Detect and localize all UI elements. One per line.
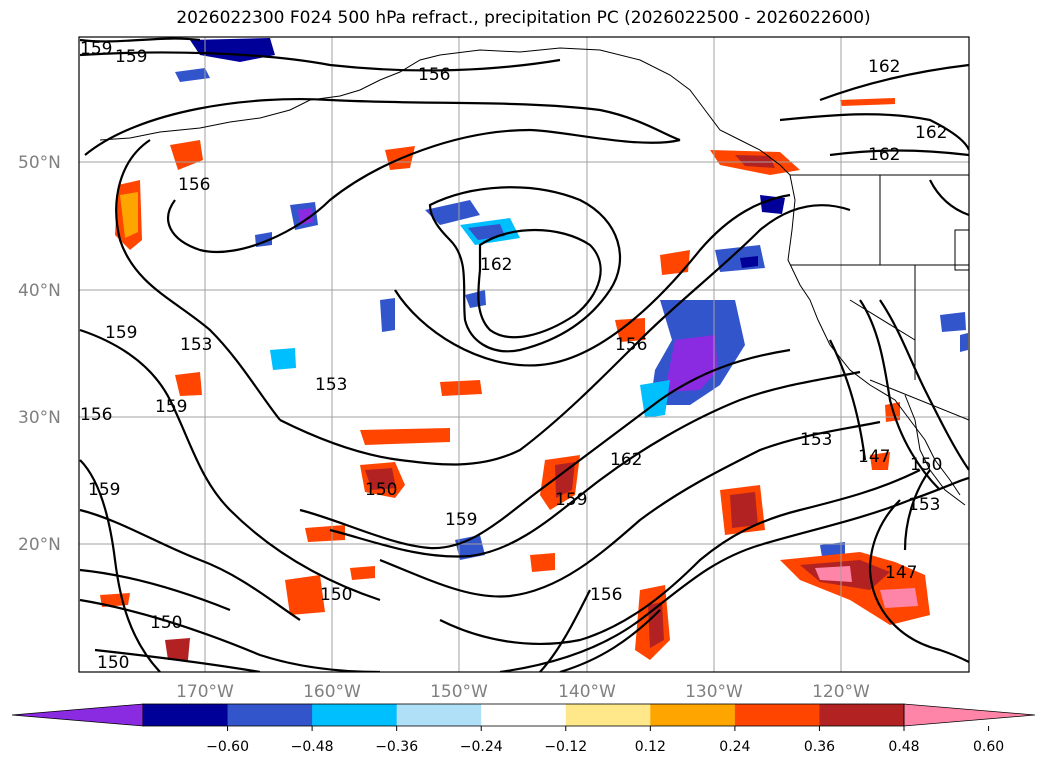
colorbar-segment: [650, 704, 736, 726]
contour-label: 159: [155, 397, 187, 417]
lat-label: 40°N: [18, 281, 61, 301]
contour-label: 159: [445, 510, 477, 530]
contour-label: 159: [80, 39, 112, 59]
colorbar-segment: [143, 704, 229, 726]
colorbar-left-arrow: [11, 703, 144, 727]
colorbar-tick-label: −0.24: [460, 739, 503, 755]
latitude-labels: 50°N 40°N 30°N 20°N: [18, 153, 61, 555]
colorbar-tick-label: −0.12: [544, 739, 587, 755]
contour-label: 150: [320, 585, 352, 605]
lat-label: 20°N: [18, 535, 61, 555]
contour-label: 162: [610, 450, 642, 470]
contour-label: 156: [418, 65, 450, 85]
colorbar-tick-label: 0.48: [888, 739, 919, 755]
map-title: 2026022300 F024 500 hPa refract., precip…: [176, 8, 871, 28]
colorbar: −0.60 −0.48 −0.36 −0.24 −0.12 0.12 0.24 0.36 0.4…: [11, 703, 1036, 755]
colorbar-tick-label: −0.48: [291, 739, 334, 755]
contour-label: 156: [615, 335, 647, 355]
contour-label: 153: [315, 375, 347, 395]
contour-label: 147: [858, 447, 890, 467]
lat-label: 50°N: [18, 153, 61, 173]
lat-label: 30°N: [18, 408, 61, 428]
colorbar-tick-label: 0.60: [973, 739, 1004, 755]
lon-label: 140°W: [558, 682, 616, 702]
colorbar-segment: [734, 704, 820, 726]
contour-label: 156: [80, 405, 112, 425]
contour-label: 150: [97, 653, 129, 673]
contour-label: 153: [180, 335, 212, 355]
contour-label: 156: [590, 585, 622, 605]
contour-label: 159: [115, 47, 147, 67]
contour-label: 162: [868, 57, 900, 77]
refractivity-contours: [79, 37, 969, 672]
contour-label: 156: [178, 175, 210, 195]
contour-label: 153: [800, 430, 832, 450]
colorbar-segment: [396, 704, 482, 726]
colorbar-tick-label: 0.24: [719, 739, 750, 755]
contour-label: 162: [915, 123, 947, 143]
contour-label: 159: [105, 323, 137, 343]
colorbar-segment: [565, 704, 651, 726]
precip-negative-shading: [175, 38, 968, 560]
contour-label: 150: [150, 613, 182, 633]
lon-label: 160°W: [303, 682, 361, 702]
contour-label: 162: [868, 145, 900, 165]
colorbar-tick-label: 0.36: [804, 739, 835, 755]
colorbar-segment: [481, 704, 567, 726]
coastlines: [99, 47, 969, 506]
contour-label: 159: [88, 480, 120, 500]
contour-label: 150: [910, 455, 942, 475]
contour-label: 162: [480, 255, 512, 275]
precip-positive-shading: [100, 98, 930, 660]
colorbar-segment: [819, 704, 905, 726]
contour-label: 159: [555, 490, 587, 510]
colorbar-tick-label: −0.36: [375, 739, 418, 755]
lon-label: 150°W: [430, 682, 488, 702]
contour-label: 147: [885, 563, 917, 583]
lon-label: 130°W: [685, 682, 743, 702]
colorbar-segment: [227, 704, 313, 726]
contour-labels: 159 159 156 162 156 162 162 162 156 153 …: [80, 39, 947, 673]
contour-label: 153: [908, 495, 940, 515]
map-frame: [78, 36, 970, 673]
colorbar-tick-label: 0.12: [635, 739, 666, 755]
longitude-labels: 170°W 160°W 150°W 140°W 130°W 120°W: [176, 682, 870, 702]
colorbar-tick-label: −0.60: [206, 739, 249, 755]
lon-label: 120°W: [812, 682, 870, 702]
lon-label: 170°W: [176, 682, 234, 702]
colorbar-segment: [312, 704, 398, 726]
colorbar-right-arrow: [903, 703, 1036, 727]
contour-label: 150: [365, 480, 397, 500]
